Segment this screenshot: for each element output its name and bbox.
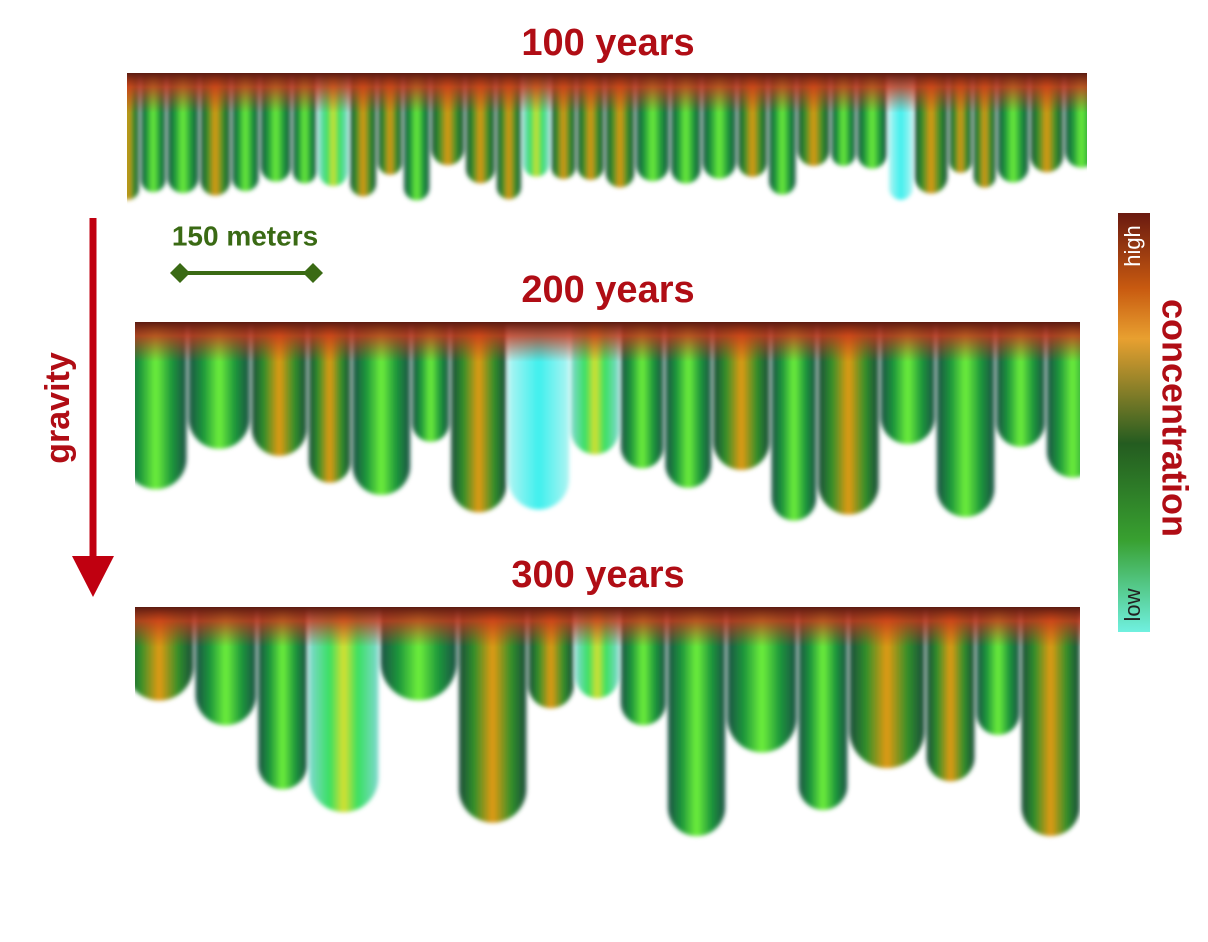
finger [309, 607, 379, 813]
finger [352, 322, 411, 496]
scale-end [303, 263, 323, 283]
top-layer [127, 73, 1087, 113]
panel-title: 200 years [521, 269, 694, 311]
colorbar-high: high [1120, 225, 1145, 267]
panel-title: 100 years [521, 22, 694, 64]
top-layer [135, 322, 1080, 362]
panel-title: 300 years [511, 554, 684, 596]
finger [771, 322, 817, 521]
panel-100 [127, 73, 1087, 201]
finger [665, 322, 712, 488]
finger [308, 322, 351, 483]
panel-200 [135, 322, 1080, 521]
gravity-arrowhead [72, 556, 114, 597]
gravity-label: gravity [39, 352, 77, 464]
scale-end [170, 263, 190, 283]
top-layer [135, 607, 1080, 647]
finger [1021, 607, 1080, 837]
finger [667, 607, 726, 837]
finger [926, 607, 975, 782]
colorbar [1118, 213, 1150, 632]
finger [451, 322, 507, 513]
panel-300 [135, 607, 1080, 837]
finger [258, 607, 308, 790]
finger [508, 322, 570, 510]
colorbar-title: concentration [1154, 299, 1195, 537]
scale-label: 150 meters [172, 220, 318, 251]
finger [135, 322, 187, 490]
finger [936, 322, 995, 518]
finger [458, 607, 527, 823]
finger [849, 607, 925, 769]
finger [818, 322, 879, 515]
colorbar-low: low [1120, 588, 1145, 621]
finger [798, 607, 848, 811]
